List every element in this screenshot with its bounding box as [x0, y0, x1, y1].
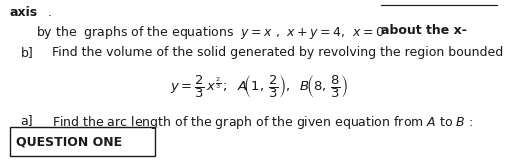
Text: Find the arc length of the graph of the given equation from $\mathbf{\mathit{A}}: Find the arc length of the graph of the … — [52, 114, 473, 131]
Text: a]: a] — [21, 114, 33, 127]
Text: about the x-: about the x- — [381, 24, 467, 37]
Text: Find the volume of the solid generated by revolving the region bounded: Find the volume of the solid generated b… — [52, 46, 503, 59]
Text: $y = \dfrac{2}{3}\,x^{\frac{2}{3}}\,;\;\; A\!\left(1,\, \dfrac{2}{3}\right),\;\;: $y = \dfrac{2}{3}\,x^{\frac{2}{3}}\,;\;\… — [170, 73, 348, 100]
Text: b]: b] — [21, 46, 34, 59]
Text: .: . — [44, 6, 52, 19]
Text: by the  graphs of the equations  $y = x$ ,  $x + y = 4$,  $x = 0$: by the graphs of the equations $y = x$ ,… — [36, 24, 389, 41]
Text: axis: axis — [10, 6, 38, 19]
FancyBboxPatch shape — [10, 127, 155, 156]
Text: QUESTION ONE: QUESTION ONE — [16, 135, 122, 148]
